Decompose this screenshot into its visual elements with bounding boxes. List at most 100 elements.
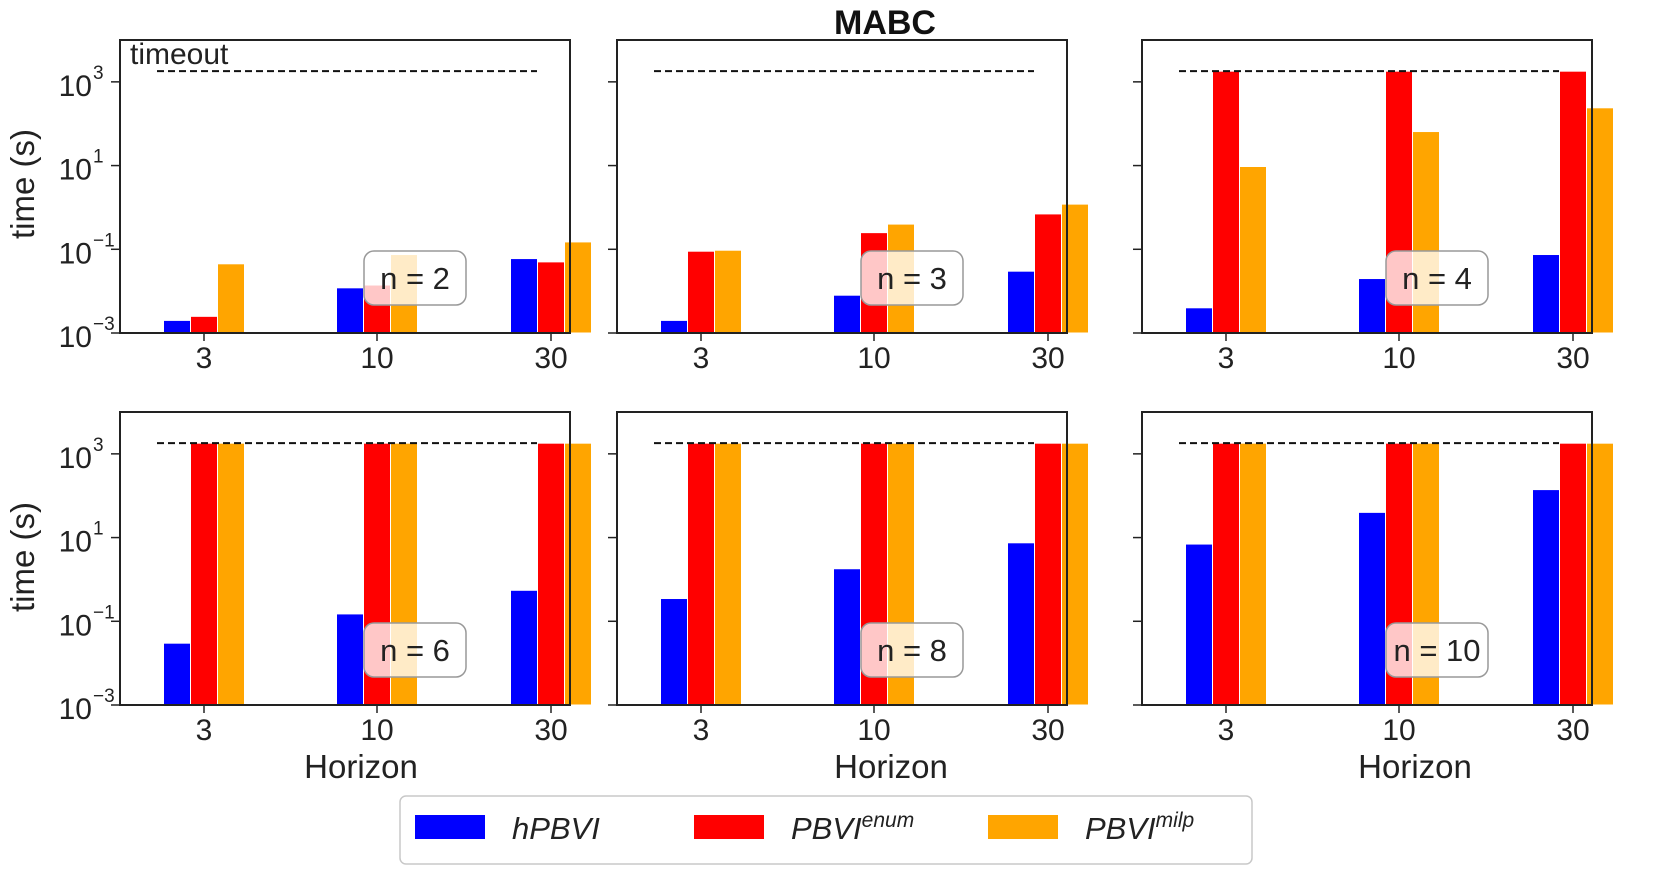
bar-hpbvi: [833, 568, 861, 706]
bar-pbvi-enum: [1212, 70, 1240, 334]
bar-pbvi-enum: [1034, 213, 1062, 334]
bar-hpbvi: [1185, 543, 1213, 706]
bar-hpbvi: [1358, 511, 1386, 706]
x-tick-label: 30: [1031, 714, 1064, 747]
bar-hpbvi: [1007, 270, 1035, 334]
bar-hpbvi: [1532, 254, 1560, 334]
x-tick-label: 10: [1382, 714, 1415, 747]
bar-hpbvi: [660, 319, 688, 334]
y-tick-exponent: −1: [93, 230, 115, 251]
n-label-box: [363, 250, 467, 306]
panel-frame: [616, 411, 1068, 706]
timeout-label: timeout: [130, 38, 229, 71]
bar-pbvi-enum: [1559, 70, 1587, 334]
x-axis-label-1: Horizon: [304, 748, 418, 785]
chart-title: MABC: [834, 4, 936, 42]
n-label-box: [860, 250, 964, 306]
bar-pbvi-milp: [714, 442, 742, 706]
legend-label: hPBVI: [512, 811, 600, 846]
bar-hpbvi: [336, 613, 364, 706]
bar-pbvi-enum: [190, 442, 218, 706]
bar-hpbvi: [510, 258, 538, 334]
bar-pbvi-milp: [564, 241, 592, 334]
panel-5: 3 10 30 n = 8: [608, 411, 1089, 747]
bar-pbvi-enum: [537, 261, 565, 334]
legend-swatch: [694, 815, 764, 839]
bar-pbvi-enum: [1559, 442, 1587, 706]
legend-label: PBVImilp: [1085, 809, 1194, 846]
bar-hpbvi: [1185, 307, 1213, 334]
bar-pbvi-milp: [217, 442, 245, 706]
bar-pbvi-milp: [1586, 442, 1614, 706]
panel-frame: [1141, 411, 1593, 706]
y-tick-label: 10: [59, 237, 92, 270]
x-tick-label: 3: [693, 714, 710, 747]
bar-pbvi-enum: [190, 315, 218, 334]
y-tick-label: 10: [59, 154, 92, 187]
bar-hpbvi: [833, 294, 861, 334]
x-tick-label: 10: [857, 342, 890, 375]
bar-hpbvi: [510, 589, 538, 706]
bar-pbvi-milp: [1239, 166, 1267, 334]
bar-pbvi-enum: [687, 250, 715, 334]
n-label-box: [363, 622, 467, 678]
bar-pbvi-milp: [564, 442, 592, 706]
bar-hpbvi: [1007, 542, 1035, 706]
x-tick-label: 3: [196, 342, 213, 375]
bar-hpbvi: [660, 598, 688, 706]
x-tick-label: 10: [360, 714, 393, 747]
bar-pbvi-milp: [1239, 442, 1267, 706]
n-label: n = 2: [380, 261, 450, 296]
x-axis-label-2: Horizon: [834, 748, 948, 785]
x-tick-label: 3: [1218, 714, 1235, 747]
y-axis-label-top: time (s): [4, 129, 41, 239]
x-tick-label: 30: [534, 714, 567, 747]
bar-pbvi-enum: [687, 442, 715, 706]
y-axis-label-bottom: time (s): [4, 502, 41, 612]
panel-frame: [1141, 39, 1593, 334]
legend: hPBVI PBVIenum PBVImilp: [399, 795, 1253, 865]
y-tick-label: 10: [59, 526, 92, 559]
panel-frame: [119, 39, 571, 334]
panel-6: 3 10 30 n = 10: [1133, 411, 1614, 747]
y-tick-label: 10: [59, 693, 92, 726]
bar-pbvi-milp: [1061, 203, 1089, 334]
bar-hpbvi: [1358, 278, 1386, 334]
bar-pbvi-enum: [1212, 442, 1240, 706]
bar-pbvi-milp: [714, 249, 742, 334]
bar-pbvi-milp: [1061, 442, 1089, 706]
legend-label-sup: milp: [1156, 809, 1195, 832]
legend-frame: [399, 795, 1253, 865]
y-tick-label: 10: [59, 70, 92, 103]
n-label: n = 6: [380, 633, 450, 668]
x-tick-label: 10: [857, 714, 890, 747]
y-tick-label: 10: [59, 442, 92, 475]
panel-frame: [119, 411, 571, 706]
n-label-box: [860, 622, 964, 678]
y-tick-exponent: −3: [93, 686, 115, 707]
n-label: n = 3: [877, 261, 947, 296]
y-tick-exponent: 1: [93, 147, 104, 168]
legend-swatch: [415, 815, 485, 839]
bar-hpbvi: [163, 642, 191, 706]
y-tick-label: 10: [59, 609, 92, 642]
bar-pbvi-milp: [217, 263, 245, 334]
x-tick-label: 3: [196, 714, 213, 747]
x-tick-label: 30: [1556, 342, 1589, 375]
bar-pbvi-enum: [1034, 442, 1062, 706]
panel-4: 10 −310 −110 110 33 10 30n = 6: [59, 411, 592, 747]
panel-2: 3 10 30 n = 3: [608, 39, 1089, 375]
x-tick-label: 30: [1031, 342, 1064, 375]
n-label-box: [1385, 622, 1489, 678]
y-tick-exponent: 1: [93, 519, 104, 540]
x-tick-label: 30: [1556, 714, 1589, 747]
bar-hpbvi: [1532, 489, 1560, 706]
x-tick-label: 3: [693, 342, 710, 375]
n-label-box: [1385, 250, 1489, 306]
x-tick-label: 10: [360, 342, 393, 375]
n-label: n = 10: [1393, 633, 1480, 668]
x-tick-label: 3: [1218, 342, 1235, 375]
